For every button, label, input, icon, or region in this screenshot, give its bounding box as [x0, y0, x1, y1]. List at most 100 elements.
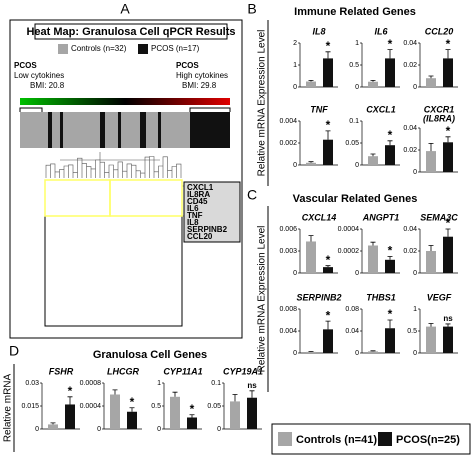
bar	[426, 251, 436, 273]
bar	[368, 156, 378, 165]
panel-title: Immune Related Genes	[294, 6, 416, 18]
y-tick-label: 0	[355, 162, 359, 169]
group-label: PCOS	[176, 61, 199, 70]
stripe	[158, 112, 161, 148]
y-axis-label: Relative mRNA	[3, 374, 14, 443]
highlight-box	[44, 179, 111, 217]
error-bar	[308, 80, 314, 82]
error-bar	[428, 323, 434, 327]
chart-title: CYP11A1	[163, 366, 202, 376]
y-tick-label: 0.04	[345, 328, 359, 335]
bar	[323, 58, 333, 87]
error-bar	[308, 350, 314, 352]
panel-frame	[9, 19, 243, 339]
legend-frame	[271, 423, 471, 455]
y-tick-label: 0.002	[279, 140, 297, 147]
y-tick-label: 0.03	[25, 380, 39, 387]
y-tick-label: 0.5	[407, 328, 417, 335]
y-tick-label: 1	[157, 380, 161, 387]
legend-label: Controls (n=41)	[296, 434, 377, 446]
gene-label: TNF	[187, 211, 203, 220]
stripe	[190, 112, 230, 148]
error-bar	[325, 130, 331, 140]
error-bar	[387, 256, 393, 260]
error-bar	[232, 394, 238, 402]
bar	[426, 326, 436, 353]
legend-swatch	[138, 44, 148, 54]
y-tick-label: 0.004	[279, 328, 297, 335]
legend-label: PCOS(n=25)	[396, 434, 460, 446]
panel-label: A	[120, 1, 130, 17]
significance: *	[68, 384, 73, 398]
error-bar	[387, 319, 393, 329]
group-label: BMI: 29.8	[182, 81, 217, 90]
y-tick-label: 0.008	[279, 306, 297, 313]
chart-subtitle: (IL8RA)	[423, 113, 455, 123]
chart-title: IL6	[374, 26, 388, 36]
color-scale	[20, 98, 230, 105]
y-tick-label: 0	[97, 426, 101, 433]
chart-title: CCL20	[425, 26, 454, 36]
error-bar	[172, 391, 178, 397]
legend-swatch	[378, 432, 392, 446]
bar	[323, 329, 333, 353]
bar	[127, 411, 137, 429]
chart-title: SERPINB2	[296, 292, 341, 302]
error-bar	[249, 390, 255, 398]
bar	[187, 417, 197, 429]
significance: *	[446, 216, 451, 230]
group-label: High cytokines	[176, 71, 228, 80]
y-tick-label: 0.003	[279, 248, 297, 255]
significance: ns	[443, 314, 453, 323]
panel-title: Granulosa Cell Genes	[93, 349, 207, 361]
stripe	[100, 112, 105, 148]
gene-label: IL6	[187, 204, 199, 213]
error-bar	[325, 320, 331, 330]
y-tick-label: 0.5	[349, 62, 359, 69]
chart-title: SEMA3C	[420, 212, 458, 222]
y-tick-label: 0.04	[403, 125, 417, 132]
chart-title: THBS1	[366, 292, 396, 302]
significance: *	[388, 128, 393, 142]
bar	[110, 394, 120, 429]
bar	[65, 404, 75, 429]
group-label: BMI: 20.8	[30, 81, 65, 90]
significance: *	[388, 37, 393, 51]
y-tick-label: 0.04	[403, 226, 417, 233]
heatmap-title: Heat Map: Granulosa Cell qPCR Results	[26, 26, 235, 38]
title-box	[34, 23, 228, 40]
legend-swatch	[278, 432, 292, 446]
y-tick-label: 0	[35, 426, 39, 433]
gene-label: CXCL1	[187, 183, 214, 192]
chart-title: CXCL1	[366, 104, 396, 114]
bar	[48, 424, 58, 429]
bar	[230, 401, 240, 429]
y-tick-label: 0.0004	[338, 226, 360, 233]
bar	[385, 145, 395, 165]
bar	[443, 142, 453, 172]
significance: *	[326, 39, 331, 53]
y-tick-label: 0.0002	[338, 248, 360, 255]
error-bar	[428, 75, 434, 79]
y-tick-label: 0	[413, 270, 417, 277]
y-tick-label: 0	[355, 84, 359, 91]
bar	[385, 58, 395, 87]
stripe	[140, 112, 146, 148]
chart-title: FSHR	[49, 366, 74, 376]
dendrogram-lines	[45, 152, 191, 217]
error-bar	[308, 161, 314, 163]
error-bar	[325, 265, 331, 268]
error-bar	[325, 51, 331, 59]
significance: *	[130, 395, 135, 409]
significance: *	[326, 118, 331, 132]
chart-title: ANGPT1	[362, 212, 400, 222]
error-bar	[50, 422, 56, 425]
highlight-box	[109, 179, 183, 217]
bar	[306, 241, 316, 273]
legend-label: Controls (n=32)	[71, 44, 127, 53]
chart-title: CXCR1	[424, 104, 455, 114]
bar	[306, 81, 316, 87]
significance: *	[446, 124, 451, 138]
error-bar	[112, 389, 118, 395]
y-axis-label: Relative mRNA Expression Level	[257, 226, 268, 373]
